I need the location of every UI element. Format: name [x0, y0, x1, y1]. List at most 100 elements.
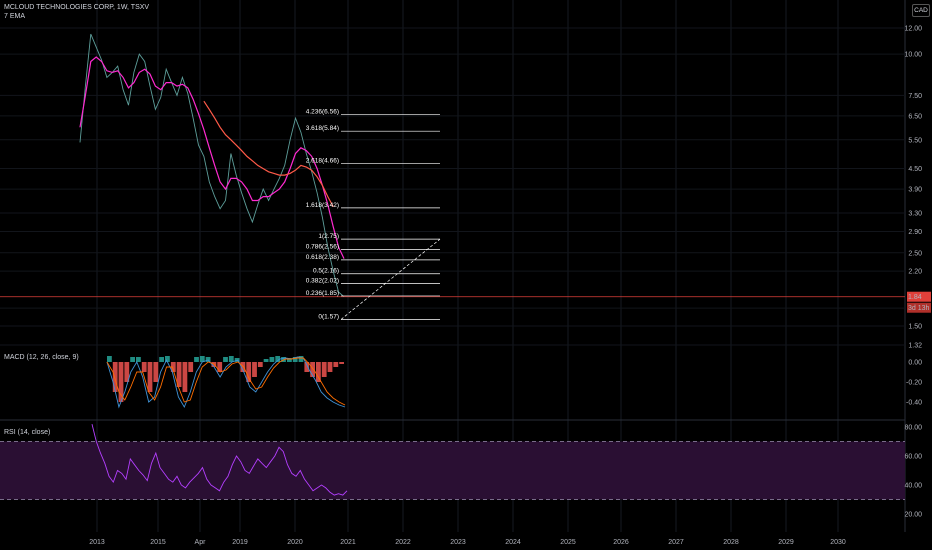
macd-line — [106, 356, 346, 409]
price-tick-label: 3.90 — [908, 187, 922, 194]
fib-trend-line — [340, 238, 441, 320]
rsi-line — [91, 423, 348, 496]
macd-histogram-bar — [112, 362, 118, 392]
price-tick-label: 5.50 — [908, 137, 922, 144]
macd-histogram-bar — [153, 362, 159, 382]
time-tick-label: 2030 — [830, 539, 846, 546]
macd-histogram-bar — [194, 357, 199, 362]
time-tick-label: 2024 — [505, 539, 521, 546]
macd-histogram-bar — [136, 357, 141, 362]
time-axis: 2013 2015 Apr 2019 2020 2021 2022 2023 2024 2025 2… — [89, 539, 846, 546]
fib-level-label: 0.236(1.85) — [306, 290, 339, 297]
macd-histogram-bar — [287, 358, 292, 362]
rsi-label[interactable]: RSI (14, close) — [4, 429, 51, 436]
rsi-band — [0, 441, 905, 500]
fib-level-label: 0.618(2.38) — [306, 254, 339, 261]
price-tick-label: 3.30 — [908, 211, 922, 218]
time-tick-label: 2023 — [450, 539, 466, 546]
slow-ma-line — [203, 100, 334, 207]
price-tick-label: 2.20 — [908, 269, 922, 276]
macd-histogram-bar — [339, 362, 344, 364]
price-pane — [0, 33, 905, 298]
currency-button[interactable]: CAD — [912, 4, 930, 17]
macd-histogram-bar — [292, 357, 298, 362]
price-tick-label: 7.50 — [908, 93, 922, 100]
macd-histogram-bar — [327, 362, 333, 372]
macd-histogram-bar — [130, 357, 135, 362]
price-tick-label: 4.50 — [908, 166, 922, 173]
time-tick-label: 2013 — [89, 539, 105, 546]
macd-histogram-bar — [298, 356, 304, 362]
time-tick-label: 2019 — [232, 539, 248, 546]
ema-indicator-label[interactable]: 7 EMA — [4, 13, 26, 20]
price-tick-label: 12.00 — [904, 26, 922, 33]
price-axis: 12.00 10.00 7.50 6.50 5.50 4.50 3.90 3.30 2.90 2.… — [904, 26, 931, 519]
time-tick-label: 2029 — [778, 539, 794, 546]
macd-histogram-bar — [333, 362, 339, 367]
macd-histogram-bar — [118, 362, 124, 402]
fib-level-label: 0(1.57) — [318, 313, 339, 320]
macd-tick-label: 0.00 — [908, 360, 922, 367]
fib-level-label: 1(2.75) — [318, 233, 339, 240]
countdown-tag — [907, 302, 931, 313]
macd-histogram-bar — [107, 356, 112, 362]
macd-tick-label: -0.20 — [906, 380, 922, 387]
macd-histogram-bar — [246, 362, 252, 382]
time-tick-label: 2022 — [395, 539, 411, 546]
macd-histogram-bar — [257, 362, 263, 367]
macd-histogram-bar — [188, 362, 194, 372]
symbol-title[interactable]: MCLOUD TECHNOLOGIES CORP, 1W, TSXV — [4, 4, 150, 11]
macd-histogram-bar — [205, 357, 211, 362]
macd-histogram-bar — [281, 357, 286, 362]
macd-histogram-bar — [321, 362, 327, 377]
time-tick-label: 2015 — [150, 539, 166, 546]
current-price-label: 1.84 — [908, 294, 922, 301]
price-line — [79, 33, 345, 298]
current-price-tag — [907, 291, 931, 302]
fib-level-label: 0.382(2.02) — [306, 277, 339, 284]
macd-histogram-bar — [228, 356, 234, 362]
ema-line — [79, 56, 345, 259]
macd-histogram-bar — [223, 357, 228, 362]
macd-histogram-bar — [159, 357, 164, 362]
fib-level-label: 1.618(3.42) — [306, 202, 339, 209]
macd-label[interactable]: MACD (12, 26, close, 9) — [4, 354, 79, 361]
macd-pane — [106, 356, 346, 409]
fib-level-label: 2.618(4.66) — [306, 158, 339, 165]
time-tick-label: 2028 — [723, 539, 739, 546]
time-tick-label: 2021 — [340, 539, 356, 546]
macd-histogram-bar — [316, 362, 321, 382]
time-tick-label: 2027 — [668, 539, 684, 546]
fib-level-label: 3.618(5.84) — [306, 125, 339, 132]
macd-histogram-bar — [147, 362, 153, 392]
rsi-tick-label: 60.00 — [904, 454, 922, 461]
rsi-band — [0, 441, 905, 500]
macd-histogram-bar — [170, 362, 176, 372]
macd-histogram-bar — [182, 362, 188, 392]
time-tick-label: 2026 — [613, 539, 629, 546]
rsi-tick-label: 40.00 — [904, 483, 922, 490]
price-tick-label: 2.50 — [908, 250, 922, 257]
countdown-label: 3d 13h — [908, 305, 930, 312]
time-tick-label: 2025 — [560, 539, 576, 546]
time-tick-label: Apr — [195, 539, 207, 546]
price-tick-label: 10.00 — [904, 52, 922, 59]
macd-histogram-bar — [211, 362, 217, 367]
price-tick-label: 2.90 — [908, 229, 922, 236]
fib-retracement: 4.236(6.56) 3.618(5.84) 2.618(4.66) 1.618(3… — [306, 109, 441, 320]
rsi-pane — [91, 423, 348, 496]
macd-histogram-bar — [165, 356, 170, 362]
macd-histogram-bar — [252, 362, 257, 377]
macd-histogram-bar — [217, 362, 223, 372]
macd-histogram-bar — [275, 356, 281, 362]
macd-histogram-bar — [176, 362, 182, 387]
fib-level-label: 0.5(2.16) — [313, 268, 339, 275]
rsi-tick-label: 20.00 — [904, 512, 922, 519]
macd-histogram-bar — [124, 362, 130, 382]
macd-tick-label: -0.40 — [906, 400, 922, 407]
rsi-tick-label: 80.00 — [904, 425, 922, 432]
price-tick-label: 6.50 — [908, 113, 922, 120]
signal-line — [106, 357, 346, 406]
macd-histogram-bar — [304, 362, 310, 372]
fib-level-label: 4.236(6.56) — [306, 109, 339, 116]
